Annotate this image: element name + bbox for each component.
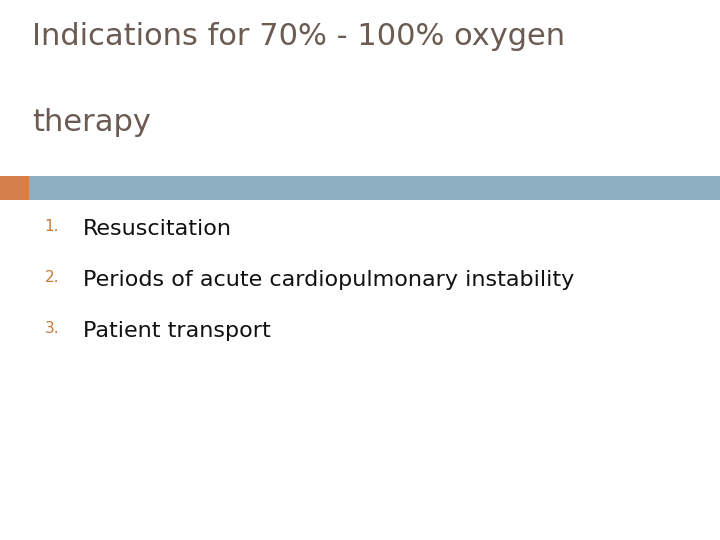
Bar xyxy=(29,176,720,200)
Text: therapy: therapy xyxy=(32,108,151,137)
Text: Resuscitation: Resuscitation xyxy=(83,219,232,239)
Text: 3.: 3. xyxy=(45,321,59,336)
Text: Indications for 70% - 100% oxygen: Indications for 70% - 100% oxygen xyxy=(32,22,565,51)
Text: 1.: 1. xyxy=(45,219,59,234)
Text: Patient transport: Patient transport xyxy=(83,321,271,341)
Text: 2.: 2. xyxy=(45,270,59,285)
Bar xyxy=(0,176,29,200)
Text: Periods of acute cardiopulmonary instability: Periods of acute cardiopulmonary instabi… xyxy=(83,270,574,290)
